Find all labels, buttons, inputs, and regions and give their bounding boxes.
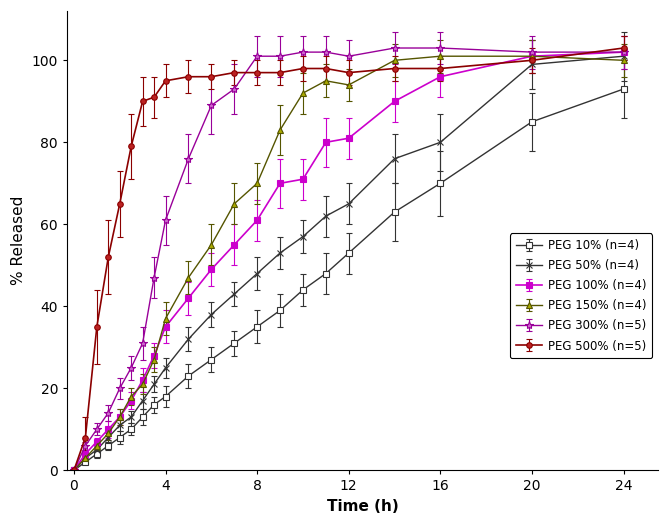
X-axis label: Time (h): Time (h)	[326, 499, 398, 514]
Legend: PEG 10% (n=4), PEG 50% (n=4), PEG 100% (n=4), PEG 150% (n=4), PEG 300% (n=5), PE: PEG 10% (n=4), PEG 50% (n=4), PEG 100% (…	[510, 233, 652, 359]
Y-axis label: % Released: % Released	[11, 196, 26, 286]
